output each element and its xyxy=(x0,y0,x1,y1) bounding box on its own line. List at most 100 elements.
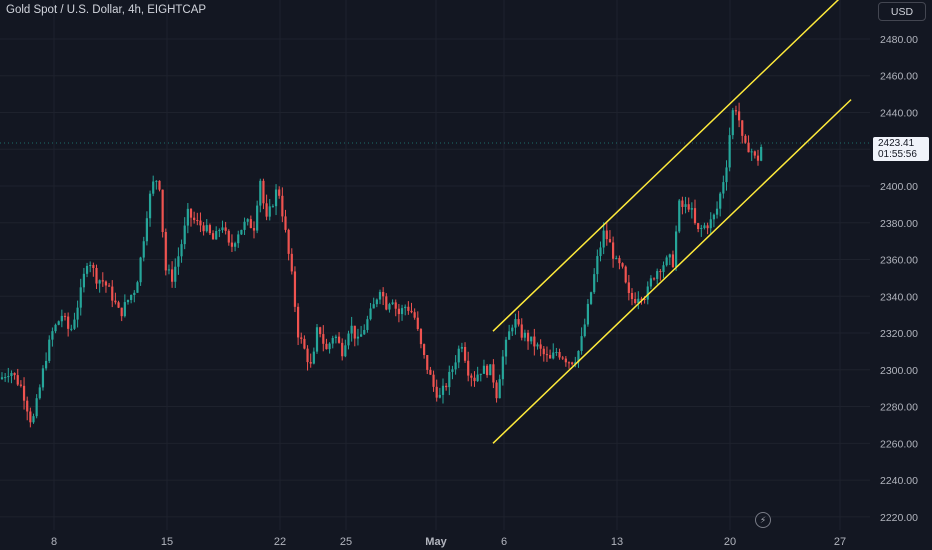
time-tick-label: 25 xyxy=(340,536,352,548)
candle-body xyxy=(486,365,489,376)
candle-body xyxy=(391,302,394,305)
candle-body xyxy=(369,308,372,320)
bar-countdown: 01:55:56 xyxy=(878,149,917,160)
candle-body xyxy=(482,365,486,374)
candle-body xyxy=(73,319,76,329)
candle-body xyxy=(419,329,423,345)
price-tick-label: 2460.00 xyxy=(880,71,918,83)
candle-body xyxy=(558,352,561,358)
candle-body xyxy=(60,315,63,322)
candle-body xyxy=(561,357,564,359)
candle-body xyxy=(224,227,227,231)
candle-body xyxy=(605,230,608,240)
candle-body xyxy=(315,327,319,352)
candle-body xyxy=(271,206,274,208)
candle-body xyxy=(473,377,476,382)
last-price-value: 2423.41 xyxy=(878,138,915,149)
channel-lower-line xyxy=(492,99,852,444)
candle-body xyxy=(211,233,215,240)
candle-body xyxy=(520,324,523,338)
candle-body xyxy=(303,338,306,349)
candle-body xyxy=(375,299,378,305)
candle-body xyxy=(337,336,341,343)
candle-body xyxy=(48,339,51,361)
candles xyxy=(0,102,763,428)
candle-body xyxy=(237,234,240,244)
candle-body xyxy=(738,111,741,121)
candle-body xyxy=(637,298,640,304)
candle-body xyxy=(10,373,13,377)
candle-body xyxy=(634,299,637,304)
candle-body xyxy=(133,292,136,296)
candle-body xyxy=(221,227,224,231)
candle-body xyxy=(612,242,615,259)
price-tick-label: 2380.00 xyxy=(880,218,918,230)
candle-body xyxy=(517,319,520,325)
candle-body xyxy=(630,292,634,300)
candle-body xyxy=(621,263,624,267)
candle-body xyxy=(29,411,32,423)
candle-body xyxy=(98,280,101,284)
candle-body xyxy=(709,219,712,229)
candle-body xyxy=(227,230,230,243)
price-tick-label: 2340.00 xyxy=(880,291,918,303)
candle-body xyxy=(523,332,526,338)
candle-body xyxy=(441,385,445,395)
lightning-bolt-icon[interactable]: ⚡ xyxy=(755,512,771,528)
candle-body xyxy=(300,337,303,339)
candle-body xyxy=(596,256,599,275)
candle-body xyxy=(22,385,26,401)
candle-body xyxy=(715,208,719,215)
candle-body xyxy=(26,400,29,412)
candle-body xyxy=(690,208,693,210)
candle-body xyxy=(148,193,152,219)
candle-body xyxy=(353,325,356,339)
candle-body xyxy=(697,223,700,230)
price-tick-label: 2300.00 xyxy=(880,365,918,377)
candle-body xyxy=(454,362,457,370)
candle-body xyxy=(341,342,344,357)
candle-body xyxy=(577,350,580,363)
candle-body xyxy=(290,253,293,272)
candle-body xyxy=(297,306,300,338)
price-tick-label: 2440.00 xyxy=(880,107,918,119)
candle-body xyxy=(19,384,22,386)
candle-body xyxy=(722,182,725,194)
candle-body xyxy=(533,336,536,347)
candle-body xyxy=(366,319,369,330)
chart-title: Gold Spot / U.S. Dollar, 4h, EIGHTCAP xyxy=(6,4,207,16)
candle-body xyxy=(589,292,593,304)
candle-body xyxy=(89,265,92,267)
channel-upper-line xyxy=(492,0,840,332)
time-tick-label: 15 xyxy=(161,536,173,548)
candle-body xyxy=(445,385,448,388)
candle-body xyxy=(120,307,123,317)
candle-body xyxy=(155,180,158,182)
price-tick-label: 2360.00 xyxy=(880,255,918,267)
candle-body xyxy=(397,308,400,315)
candle-body xyxy=(526,332,530,342)
candle-body xyxy=(608,239,612,243)
candle-body xyxy=(671,254,675,267)
candle-body xyxy=(564,358,567,363)
grid-lines xyxy=(0,0,870,530)
candle-body xyxy=(615,258,618,260)
candle-body xyxy=(108,285,111,287)
candle-body xyxy=(555,352,558,354)
candle-body xyxy=(574,362,577,365)
candle-body xyxy=(164,231,167,271)
candle-body xyxy=(114,300,117,303)
candle-body xyxy=(130,295,133,301)
candle-body xyxy=(218,230,221,232)
price-tick-label: 2220.00 xyxy=(880,512,918,524)
candle-body xyxy=(508,331,511,340)
candle-body xyxy=(470,375,473,378)
candle-body xyxy=(750,151,753,153)
candle-body xyxy=(719,193,722,209)
candle-body xyxy=(423,344,426,356)
price-tick-label: 2400.00 xyxy=(880,181,918,193)
candle-body xyxy=(85,265,89,274)
currency-button[interactable]: USD xyxy=(878,2,926,21)
candle-body xyxy=(627,282,630,293)
